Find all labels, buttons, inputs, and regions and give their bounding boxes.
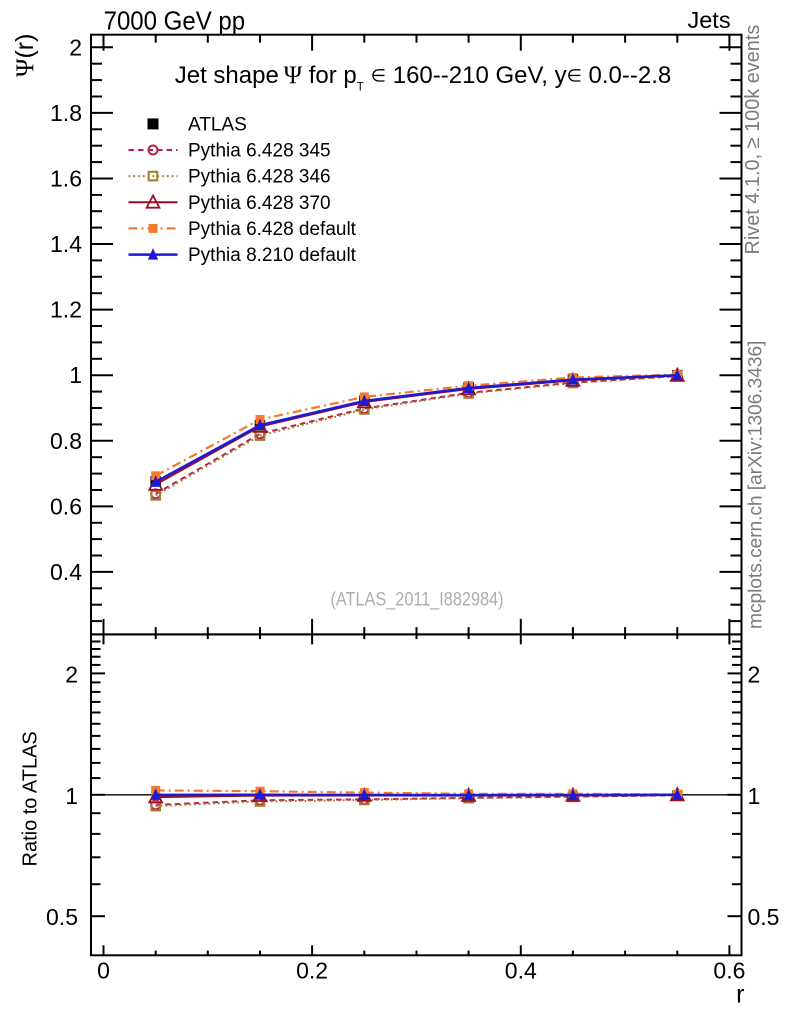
svg-text:7000 GeV pp: 7000 GeV pp [104,5,246,35]
svg-text:2: 2 [748,661,761,687]
svg-text:1.4: 1.4 [50,231,82,257]
svg-text:1: 1 [65,783,78,809]
svg-text:Ψ(r): Ψ(r) [11,34,39,77]
svg-text:2: 2 [69,34,82,60]
svg-text:0: 0 [97,958,110,984]
svg-text:1: 1 [69,362,82,388]
svg-text:Pythia 6.428 346: Pythia 6.428 346 [188,167,331,188]
svg-text:mcplots.cern.ch [arXiv:1306.34: mcplots.cern.ch [arXiv:1306.3436] [746,341,767,629]
svg-text:Pythia 6.428 370: Pythia 6.428 370 [188,193,331,214]
svg-text:0.6: 0.6 [50,493,82,519]
svg-text:0.5: 0.5 [46,904,78,930]
svg-text:Pythia 6.428 default: Pythia 6.428 default [188,219,357,240]
svg-text:ATLAS: ATLAS [188,114,247,135]
svg-text:0.6: 0.6 [713,958,745,984]
svg-text:0.5: 0.5 [748,904,780,930]
svg-text:r: r [736,981,744,1009]
svg-text:Pythia 6.428 345: Pythia 6.428 345 [188,141,331,162]
svg-text:0.8: 0.8 [50,428,82,454]
svg-text:1.8: 1.8 [50,100,82,126]
svg-text:Jets: Jets [687,7,730,33]
svg-text:0.4: 0.4 [50,559,82,585]
svg-text:Jet shape Ψ for pT ∈ 160--210: Jet shape Ψ for pT ∈ 160--210 GeV, y∈ 0.… [175,62,672,94]
svg-text:Rivet 4.1.0, ≥ 100k events: Rivet 4.1.0, ≥ 100k events [742,25,764,255]
svg-text:1.2: 1.2 [50,297,82,323]
svg-text:0.2: 0.2 [296,958,328,984]
svg-text:1.6: 1.6 [50,166,82,192]
svg-text:Ratio to ATLAS: Ratio to ATLAS [20,731,42,866]
svg-text:1: 1 [748,783,761,809]
svg-text:0.4: 0.4 [505,958,537,984]
svg-text:2: 2 [65,661,78,687]
svg-text:(ATLAS_2011_I882984): (ATLAS_2011_I882984) [331,589,504,611]
svg-text:Pythia 8.210 default: Pythia 8.210 default [188,245,357,266]
